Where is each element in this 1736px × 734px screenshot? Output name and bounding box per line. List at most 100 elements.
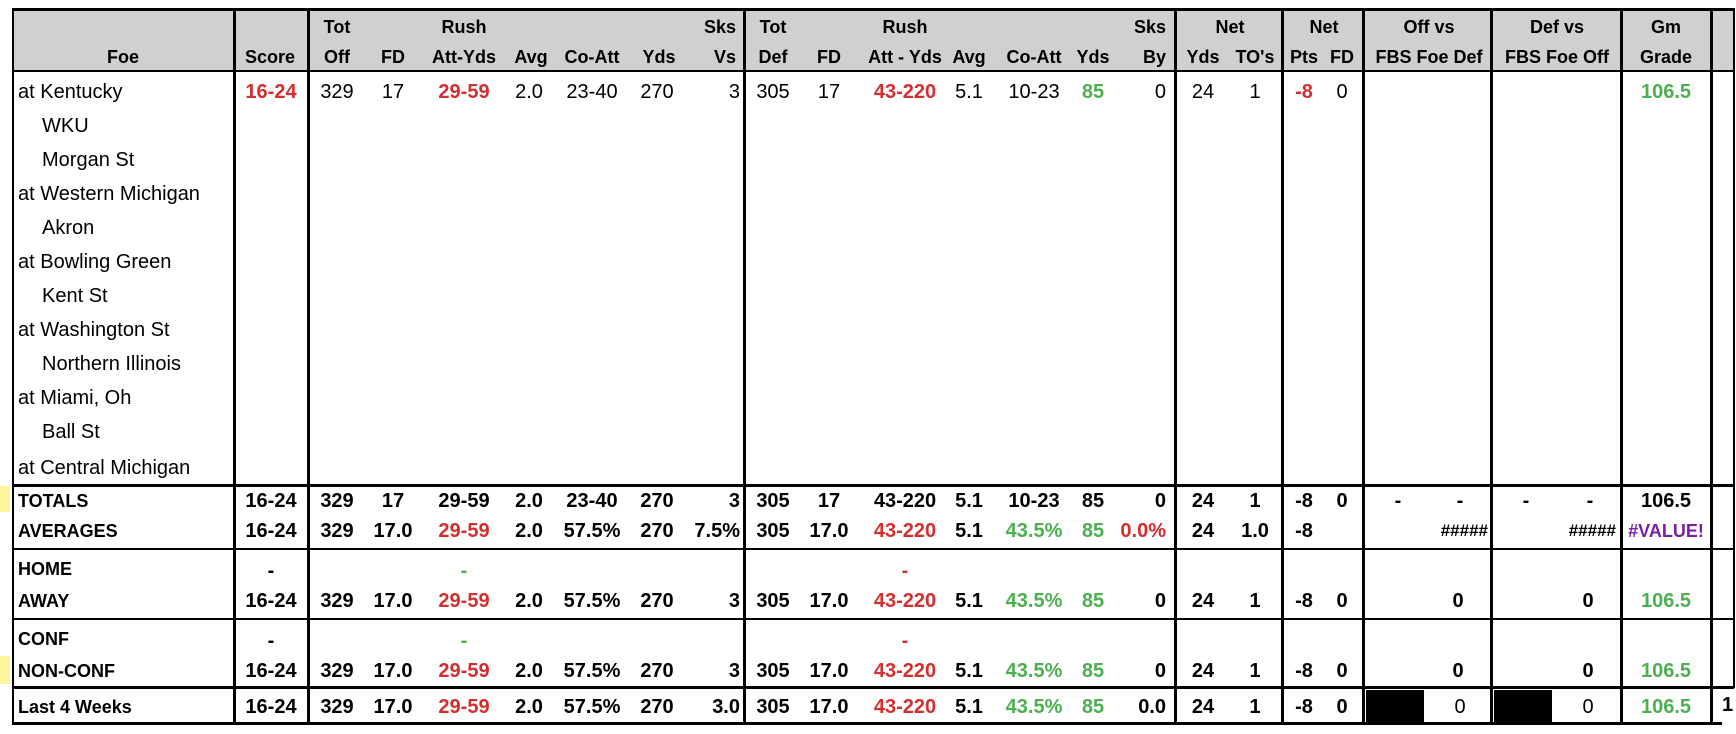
header-tot-off-2: Off xyxy=(324,47,350,67)
nonconf-sks-vs: 3 xyxy=(728,660,740,682)
row-rule xyxy=(12,618,1734,620)
col-rule xyxy=(1490,8,1493,724)
header-fd: FD xyxy=(381,47,405,67)
header-avg: Avg xyxy=(514,47,548,67)
away-net-yds: 24 xyxy=(1191,590,1215,612)
header-tot-off-1: Tot xyxy=(323,17,351,37)
nonconf-gm-grade: 106.5 xyxy=(1640,660,1692,682)
header-tot-def-1: Tot xyxy=(759,17,787,37)
averages-net-pts: -8 xyxy=(1295,520,1313,542)
net-fd: 0 xyxy=(1336,81,1348,103)
nonconf-tot-def: 305 xyxy=(756,660,790,682)
foe-name: at Western Michigan xyxy=(18,183,200,205)
header-tot-def-2: Def xyxy=(758,47,788,67)
averages-net-yds: 24 xyxy=(1191,520,1215,542)
averages-def-vs: ##### xyxy=(1568,521,1616,540)
foe-name: at Miami, Oh xyxy=(18,387,132,409)
header-net-2: Net xyxy=(1309,17,1339,37)
header-net-fd: FD xyxy=(1330,47,1354,67)
totals-net-pts: -8 xyxy=(1295,490,1313,512)
home-rush: - xyxy=(460,560,468,582)
away-sks-vs: 3 xyxy=(728,590,740,612)
last4-yds2: 85 xyxy=(1081,696,1105,718)
col-rule xyxy=(1733,8,1735,688)
away-co-att2: 43.5% xyxy=(1005,590,1063,612)
totals-dash: - xyxy=(1456,490,1464,512)
last4-net-fd: 0 xyxy=(1336,696,1348,718)
row-marker xyxy=(0,656,10,684)
header-fd2: FD xyxy=(817,47,841,67)
header-net-tos: TO's xyxy=(1235,47,1275,67)
co-att: 23-40 xyxy=(566,81,618,103)
col-rule xyxy=(1174,8,1177,724)
header-yds: Yds xyxy=(642,47,676,67)
net-pts: -8 xyxy=(1295,81,1313,103)
averages-avg2: 5.1 xyxy=(955,520,983,542)
totals-co-att: 23-40 xyxy=(566,490,618,512)
nonconf-avg2: 5.1 xyxy=(955,660,983,682)
away-rush2: 43-220 xyxy=(873,590,937,612)
header-att-yds: Att-Yds xyxy=(432,47,496,67)
last4-yds: 270 xyxy=(640,696,674,718)
col-rule xyxy=(1281,8,1284,724)
fd2: 17 xyxy=(817,81,841,103)
last4-tot-def: 305 xyxy=(756,696,790,718)
conf-rush: - xyxy=(460,630,468,652)
nonconf-yds: 270 xyxy=(640,660,674,682)
totals-dash: - xyxy=(1586,490,1594,512)
nonconf-yds2: 85 xyxy=(1081,660,1105,682)
net-yds: 24 xyxy=(1191,81,1215,103)
last4-rush2: 43-220 xyxy=(873,696,937,718)
averages-rush2: 43-220 xyxy=(873,520,937,542)
averages-fd: 17.0 xyxy=(373,520,413,542)
last4-label: Last 4 Weeks xyxy=(18,697,132,717)
header-net-pts: Pts xyxy=(1289,47,1318,67)
away-rush: 29-59 xyxy=(438,590,490,612)
away-off-vs: 0 xyxy=(1452,590,1464,612)
col-rule xyxy=(1620,8,1623,724)
totals-rush2: 43-220 xyxy=(873,490,937,512)
totals-yds: 270 xyxy=(640,490,674,512)
row-marker xyxy=(0,486,10,512)
away-net-pts: -8 xyxy=(1295,590,1313,612)
rush-avg: 2.0 xyxy=(515,81,543,103)
pass-yds2: 85 xyxy=(1081,81,1105,103)
nonconf-fd2: 17.0 xyxy=(809,660,849,682)
last4-off-vs: 0 xyxy=(1454,696,1466,718)
foe-name: at Central Michigan xyxy=(18,457,191,479)
last4-rush: 29-59 xyxy=(438,696,490,718)
averages-tot-def: 305 xyxy=(756,520,790,542)
away-avg: 2.0 xyxy=(515,590,543,612)
table-border xyxy=(12,8,1734,11)
nonconf-co-att2: 43.5% xyxy=(1005,660,1063,682)
header-def-vs-1: Def vs xyxy=(1529,17,1585,37)
overflow-cell: 1 xyxy=(1722,694,1734,716)
nonconf-net-fd: 0 xyxy=(1336,660,1348,682)
away-yds2: 85 xyxy=(1081,590,1105,612)
totals-sks-by: 0 xyxy=(1154,490,1166,512)
foe-name: at Washington St xyxy=(18,319,170,341)
away-yds: 270 xyxy=(640,590,674,612)
totals-net-tos: 1 xyxy=(1249,490,1261,512)
totals-tot-off: 329 xyxy=(320,490,354,512)
totals-net-fd: 0 xyxy=(1336,490,1348,512)
averages-yds2: 85 xyxy=(1081,520,1105,542)
away-score: 16-24 xyxy=(245,590,297,612)
header-background xyxy=(12,10,1734,70)
last4-fd2: 17.0 xyxy=(809,696,849,718)
last4-net-yds: 24 xyxy=(1191,696,1215,718)
last4-avg: 2.0 xyxy=(515,696,543,718)
nonconf-net-tos: 1 xyxy=(1249,660,1261,682)
totals-gm-grade: 106.5 xyxy=(1640,490,1692,512)
away-def-vs: 0 xyxy=(1582,590,1594,612)
totals-dash: - xyxy=(1522,490,1530,512)
conf-rush2: - xyxy=(901,630,909,652)
nonconf-rush2: 43-220 xyxy=(873,660,937,682)
away-fd2: 17.0 xyxy=(809,590,849,612)
averages-tot-off: 329 xyxy=(320,520,354,542)
averages-sks-by: 0.0% xyxy=(1120,520,1166,542)
last4-sks-by: 0.0 xyxy=(1138,696,1166,718)
game-score: 16-24 xyxy=(245,81,297,103)
nonconf-net-pts: -8 xyxy=(1295,660,1313,682)
